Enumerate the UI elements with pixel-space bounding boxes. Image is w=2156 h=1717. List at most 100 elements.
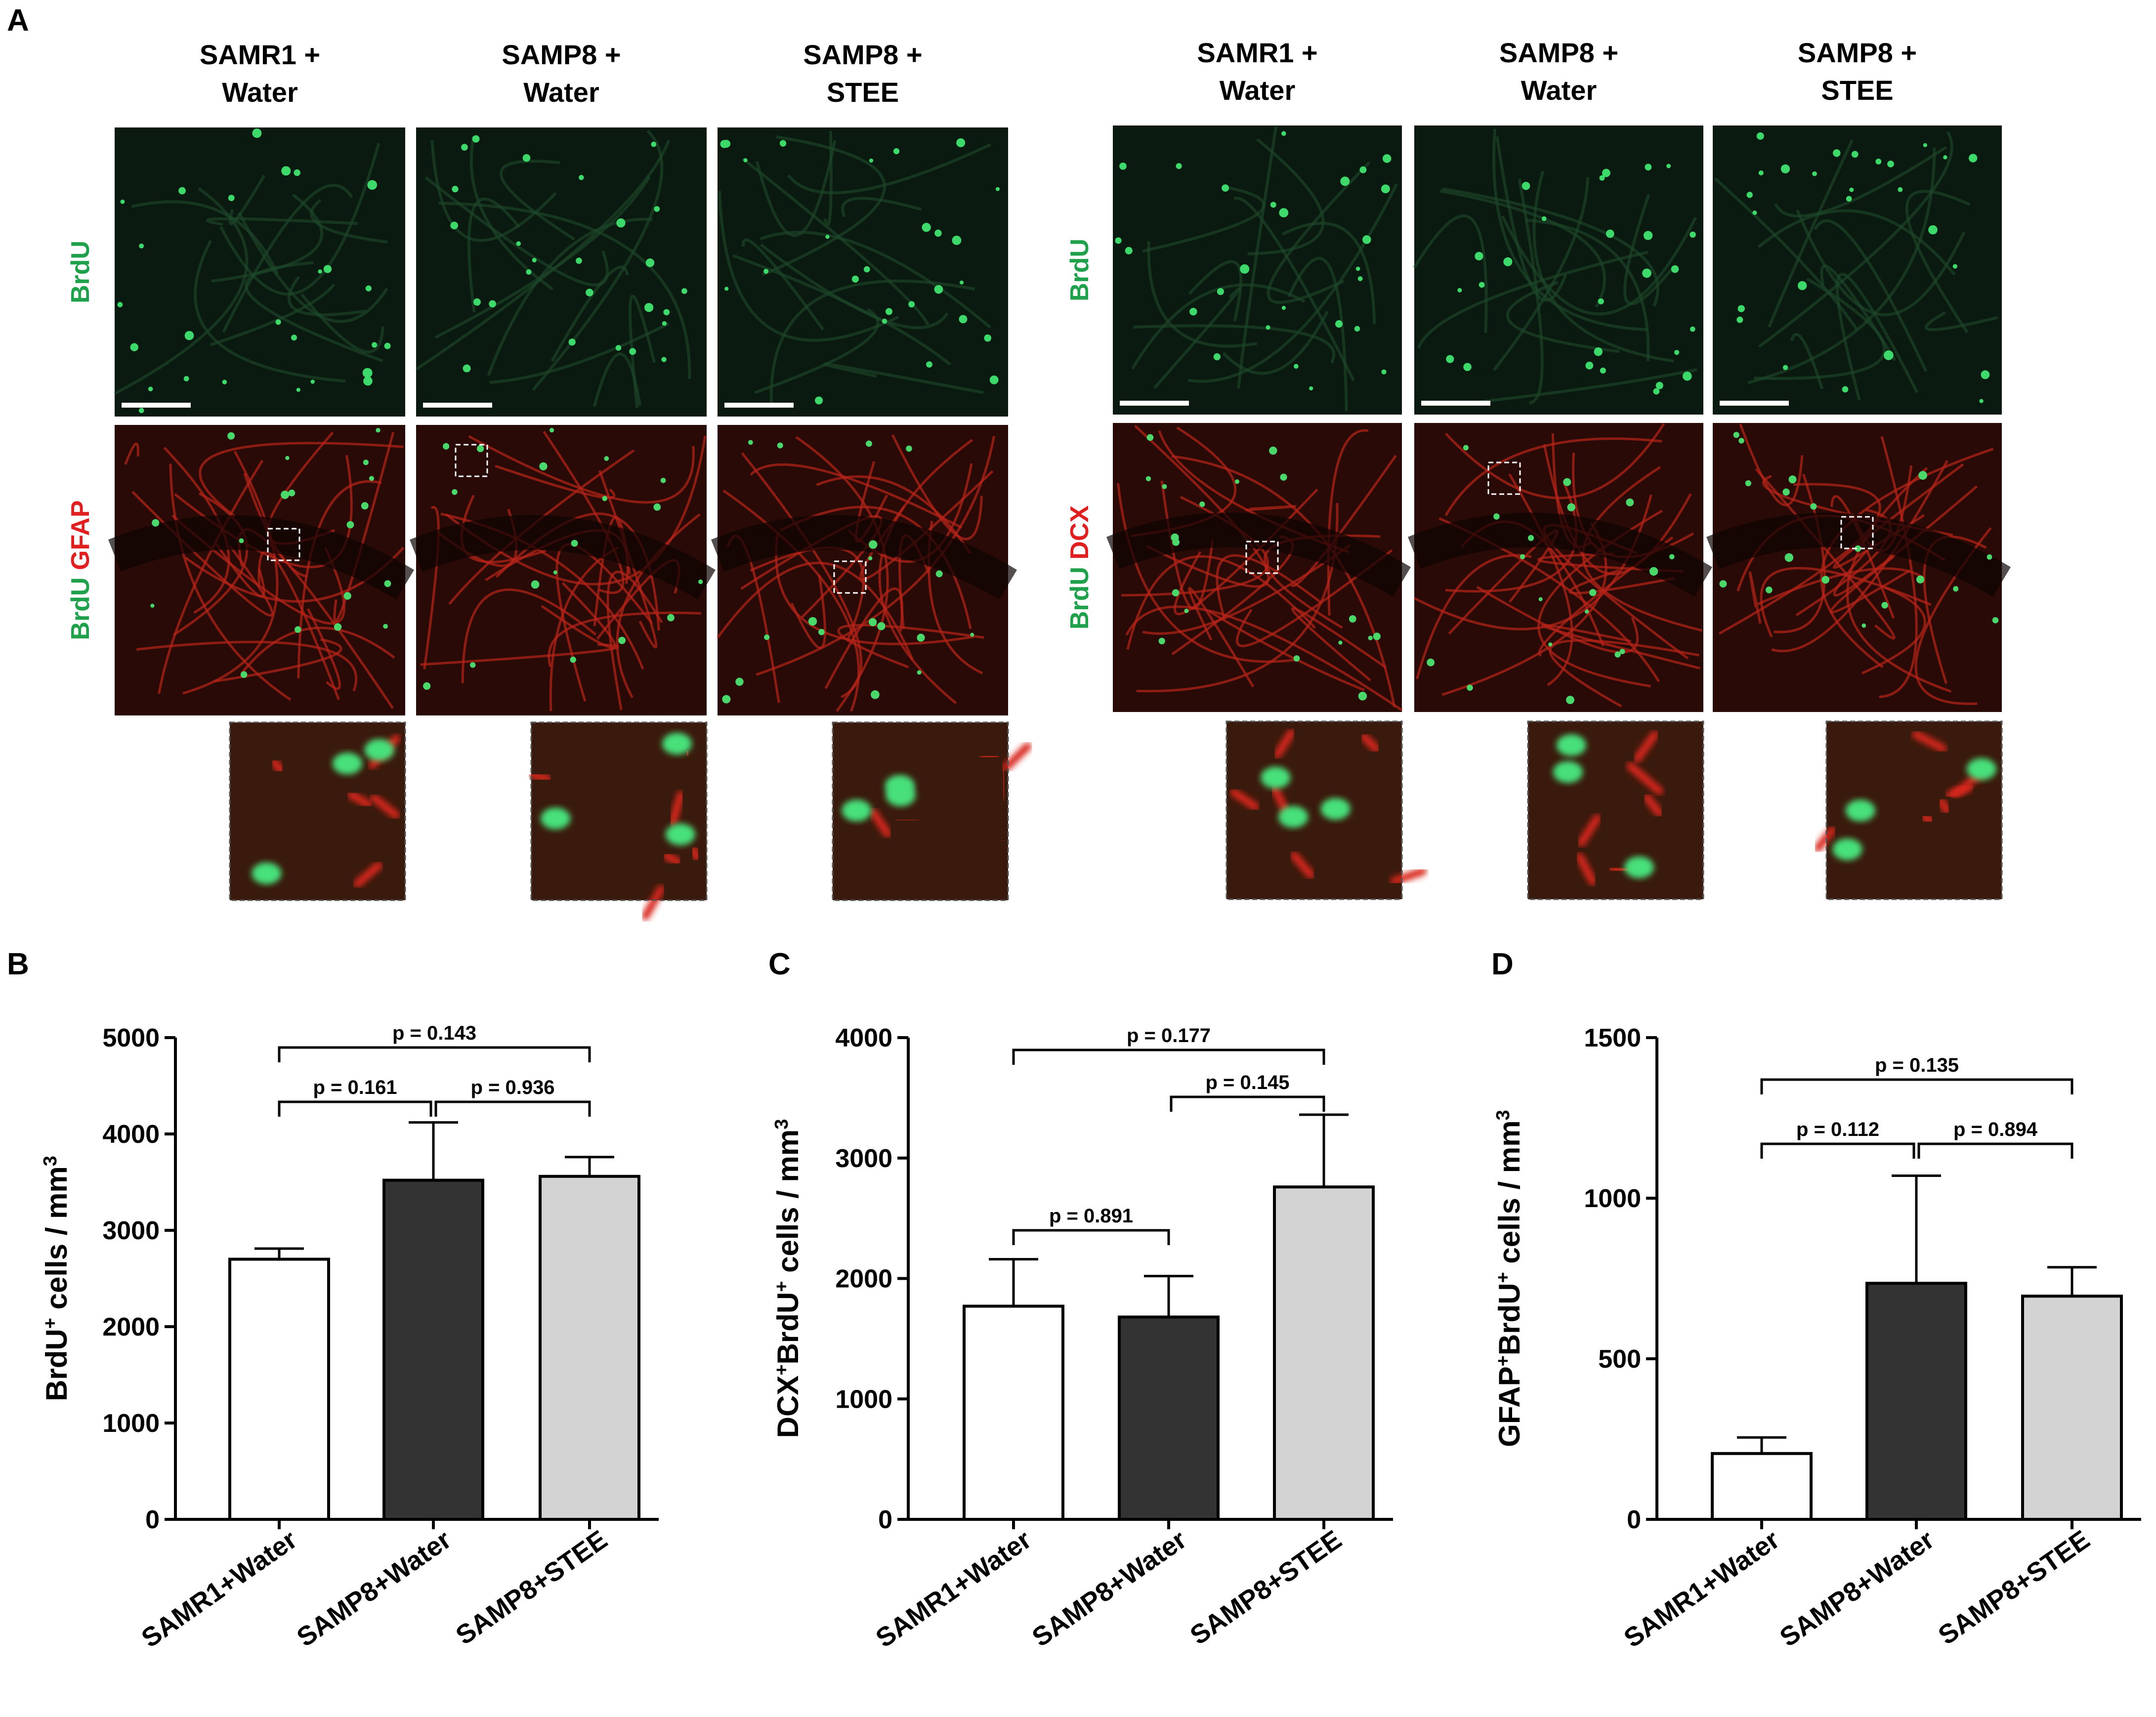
brdu-nucleus [281, 490, 290, 499]
brdu-nucleus [461, 144, 468, 151]
y-tick-label: 1000 [835, 1385, 892, 1414]
brdu-nucleus [661, 357, 667, 362]
column-header-line1: SAMP8 + [502, 39, 621, 70]
brdu-nucleus [1125, 247, 1133, 254]
significance-bracket [1170, 1095, 1325, 1112]
row-label-red: DCX [1065, 505, 1094, 560]
brdu-nucleus [1756, 132, 1764, 140]
brdu-nucleus [1463, 363, 1472, 371]
brdu-nucleus [323, 265, 332, 273]
red-process [136, 640, 358, 692]
brdu-nucleus [1674, 350, 1680, 355]
inset-border [1226, 720, 1403, 900]
brdu-nucleus [1355, 266, 1360, 271]
y-tick-label: 0 [145, 1506, 160, 1534]
granule-layer [1408, 512, 1712, 597]
brdu-nucleus [1541, 216, 1547, 221]
brdu-nucleus [1475, 251, 1483, 261]
brdu-nucleus [1737, 305, 1745, 312]
red-process [1476, 586, 1639, 654]
brdu-nucleus [367, 180, 378, 190]
tissue-fiber [1413, 214, 1488, 333]
brdu-nucleus [470, 662, 476, 668]
red-process [662, 851, 682, 866]
brdu-nucleus [618, 636, 626, 644]
y-tick-label: 1500 [1584, 1024, 1641, 1052]
tissue-fiber [310, 199, 388, 244]
brdu-nucleus [240, 671, 248, 678]
red-process [1830, 495, 1895, 619]
brdu-nucleus [1158, 637, 1165, 645]
brdu-nucleus [361, 502, 369, 510]
brdu-nucleus [956, 138, 966, 147]
y-axis-label: GFAP+BrdU+ cells / mm3 [1493, 1110, 1526, 1447]
red-process [717, 561, 914, 661]
red-process [1273, 729, 1295, 759]
brdu-nucleus [735, 677, 744, 686]
y-tick-label: 500 [1598, 1345, 1641, 1374]
inset-border [832, 721, 1009, 901]
brdu-nucleus [1642, 268, 1651, 278]
brdu-nucleus [1987, 554, 1992, 560]
tissue-fiber [761, 135, 886, 277]
y-label-part: cells / mm [771, 1130, 804, 1281]
bar [1865, 1282, 1967, 1521]
tissue-fiber [1133, 324, 1336, 364]
brdu-nucleus [1566, 696, 1574, 705]
tissue-fiber [532, 129, 664, 391]
brdu-nucleus [1969, 154, 1978, 163]
brdu-nucleus [1738, 438, 1744, 444]
red-process [468, 435, 695, 504]
red-process [158, 460, 264, 694]
brdu-nucleus [1381, 369, 1387, 375]
brdu-nucleus [763, 269, 769, 274]
brdu-nucleus [570, 656, 576, 663]
y-label-sup: + [771, 1364, 792, 1375]
tissue-fiber [416, 139, 671, 371]
brdu-nucleus [553, 570, 557, 575]
red-process [750, 463, 963, 529]
y-label-part: GFAP [1493, 1366, 1526, 1447]
p-value-label: p = 0.891 [1049, 1205, 1133, 1227]
brdu-nucleus [291, 335, 297, 341]
significance-bracket [1012, 1048, 1325, 1065]
tissue-fiber [1518, 178, 1544, 404]
brdu-nucleus [1842, 386, 1849, 393]
y-axis-label: BrdU+ cells / mm3 [40, 1156, 73, 1401]
brdu-nucleus [1810, 503, 1817, 510]
red-process [1290, 851, 1315, 879]
inset-border [530, 721, 708, 901]
brdu-nucleus [384, 580, 391, 587]
y-label-sup: 3 [771, 1119, 792, 1130]
red-process [837, 624, 984, 669]
red-process [1390, 867, 1427, 885]
red-process [1829, 555, 1911, 614]
row-label-merge: BrdU GFAP [66, 500, 95, 640]
brdu-nucleus [576, 257, 582, 264]
brdu-nucleus [1463, 445, 1469, 451]
red-process [445, 435, 707, 586]
brdu-nucleus [1851, 151, 1859, 158]
brdu-nucleus [908, 301, 915, 308]
tissue-fiber [1233, 197, 1355, 381]
brdu-nucleus [868, 556, 873, 561]
red-process [1814, 826, 1836, 852]
brdu-nucleus [1189, 308, 1197, 316]
brdu-nucleus [815, 396, 823, 405]
scale-bar [423, 403, 492, 408]
granule-layer [1106, 512, 1411, 597]
brdu-nucleus [463, 364, 471, 373]
brdu-nucleus [871, 690, 880, 699]
tissue-fiber [1757, 209, 1956, 276]
brdu-nucleus [1992, 617, 1999, 624]
brdu-nucleus [885, 308, 892, 315]
brdu-nucleus [1184, 608, 1189, 613]
brdu-nucleus [1222, 184, 1229, 192]
brdu-nucleus [882, 318, 888, 324]
inset-box [1840, 516, 1874, 549]
y-tick-label: 0 [1627, 1506, 1641, 1534]
brdu-nucleus [665, 823, 695, 845]
x-tick-label: SAMP8+STEE [451, 1525, 613, 1651]
brdu-nucleus [1320, 798, 1351, 820]
